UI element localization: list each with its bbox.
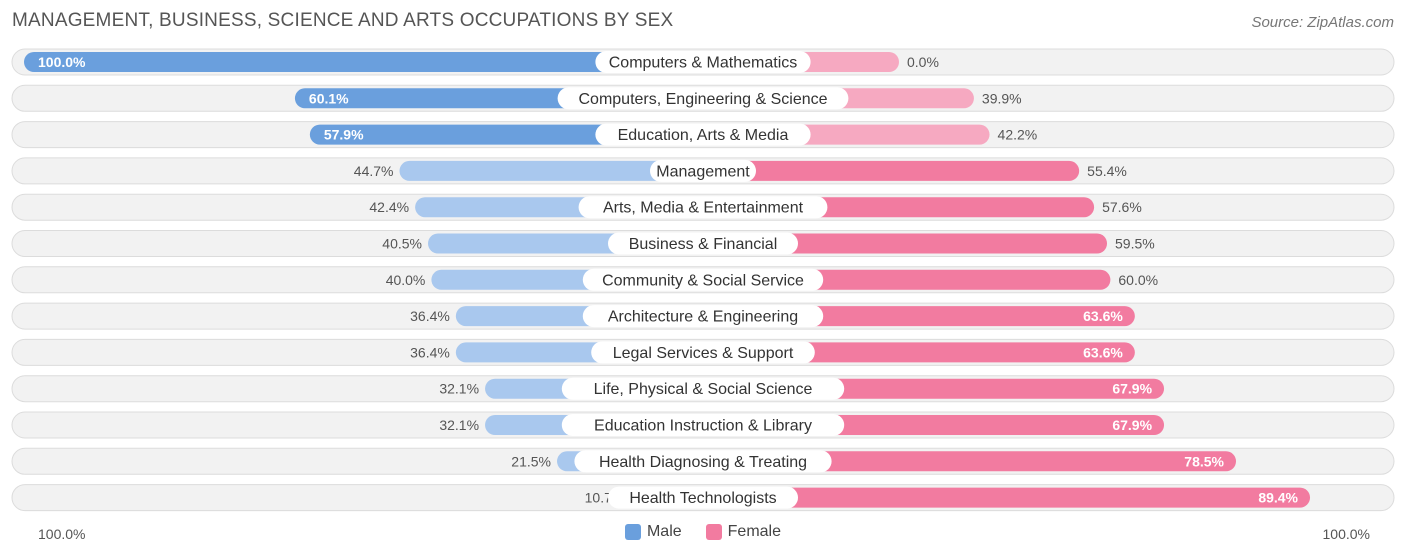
male-value-label: 40.5%: [382, 236, 422, 252]
male-value-label: 42.4%: [369, 199, 409, 215]
category-pill: [595, 51, 811, 73]
category-pill: [578, 196, 828, 219]
category-label: Health Technologists: [629, 490, 776, 507]
category-label: Architecture & Engineering: [608, 309, 798, 326]
female-bar: [703, 451, 1237, 472]
category-pill: [591, 341, 815, 364]
male-value-label: 36.4%: [410, 344, 450, 360]
category-pill: [574, 450, 832, 473]
female-value-label: 60.0%: [1118, 272, 1158, 288]
axis-right-label: 100.0%: [1322, 526, 1370, 542]
female-bar: [703, 233, 1108, 254]
category-label: Legal Services & Support: [613, 345, 794, 362]
category-label: Education Instruction & Library: [594, 418, 812, 435]
legend-male-label: Male: [646, 523, 682, 540]
legend-female-label: Female: [727, 523, 782, 540]
male-value-label: 32.1%: [439, 417, 479, 433]
category-label: Health Diagnosing & Treating: [599, 454, 807, 471]
male-bar: [24, 52, 703, 72]
male-value-label: 32.1%: [439, 381, 479, 397]
category-pill: [595, 123, 811, 146]
category-pill: [557, 87, 849, 110]
male-value-label: 60.1%: [309, 90, 349, 106]
female-value-label: 63.6%: [1083, 308, 1123, 324]
category-pill: [582, 305, 824, 328]
category-label: Education, Arts & Media: [618, 127, 789, 144]
source-credit: Source: ZipAtlas.com: [1251, 14, 1394, 31]
category-pill: [608, 232, 798, 255]
chart-title: MANAGEMENT, BUSINESS, SCIENCE AND ARTS O…: [12, 10, 674, 31]
male-swatch: [624, 524, 641, 540]
legend-item-male[interactable]: Male: [624, 523, 682, 541]
category-pill: [561, 377, 845, 400]
category-label: Life, Physical & Social Science: [594, 381, 813, 398]
category-pill: [561, 414, 845, 436]
category-pill: [608, 486, 798, 509]
female-bar: [703, 487, 1311, 508]
female-value-label: 89.4%: [1258, 490, 1298, 506]
female-value-label: 55.4%: [1087, 163, 1127, 179]
male-value-label: 57.9%: [324, 127, 364, 143]
category-label: Arts, Media & Entertainment: [603, 200, 804, 217]
category-label: Community & Social Service: [602, 272, 804, 289]
female-value-label: 0.0%: [907, 54, 939, 70]
male-value-label: 44.7%: [354, 163, 394, 179]
male-value-label: 100.0%: [38, 54, 86, 70]
female-value-label: 78.5%: [1184, 453, 1224, 469]
male-bar: [399, 160, 703, 181]
female-value-label: 63.6%: [1083, 344, 1123, 360]
female-value-label: 67.9%: [1112, 381, 1152, 397]
legend-item-female[interactable]: Female: [705, 523, 782, 541]
male-value-label: 21.5%: [511, 453, 551, 469]
category-label: Business & Financial: [629, 236, 778, 253]
female-value-label: 67.9%: [1112, 417, 1152, 433]
category-pill: [650, 159, 756, 182]
male-value-label: 40.0%: [386, 272, 426, 288]
category-label: Computers & Mathematics: [609, 55, 798, 72]
category-label: Management: [656, 163, 750, 180]
female-swatch: [705, 524, 722, 540]
chart-canvas: 100.0% 0.0% Computers & Mathematics 60.1% 39…: [11, 48, 1395, 512]
male-value-label: 36.4%: [410, 308, 450, 324]
legend: Male Female: [0, 523, 1406, 541]
category-pill: [582, 268, 824, 291]
category-label: Computers, Engineering & Science: [578, 91, 827, 108]
female-value-label: 42.2%: [998, 127, 1038, 143]
female-value-label: 39.9%: [982, 90, 1022, 106]
female-value-label: 57.6%: [1102, 199, 1142, 215]
axis-left-label: 100.0%: [38, 526, 86, 542]
female-bar: [703, 160, 1080, 181]
female-value-label: 59.5%: [1115, 236, 1155, 252]
